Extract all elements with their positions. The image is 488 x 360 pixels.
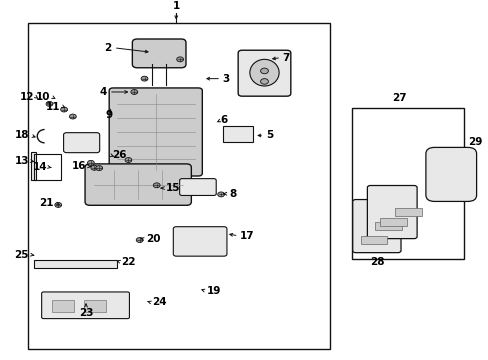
FancyBboxPatch shape xyxy=(41,292,129,319)
Bar xyxy=(84,300,106,312)
Circle shape xyxy=(61,107,67,112)
Text: 15: 15 xyxy=(165,183,180,193)
Circle shape xyxy=(131,90,138,94)
Text: 1: 1 xyxy=(172,1,180,11)
Text: 2: 2 xyxy=(104,43,112,53)
Circle shape xyxy=(176,57,183,62)
Circle shape xyxy=(125,158,132,162)
Bar xyxy=(379,218,406,226)
Bar xyxy=(394,208,421,216)
Text: 29: 29 xyxy=(467,138,481,148)
Text: 11: 11 xyxy=(45,102,60,112)
Circle shape xyxy=(260,78,268,84)
Text: 23: 23 xyxy=(79,309,93,319)
Circle shape xyxy=(91,165,98,170)
Text: 16: 16 xyxy=(71,161,86,171)
Circle shape xyxy=(55,202,61,207)
FancyBboxPatch shape xyxy=(109,88,202,176)
Circle shape xyxy=(87,161,94,165)
Bar xyxy=(374,222,401,230)
Text: 13: 13 xyxy=(15,156,29,166)
Text: 12: 12 xyxy=(20,92,34,102)
Text: 7: 7 xyxy=(282,53,289,63)
Text: 22: 22 xyxy=(122,257,136,267)
Circle shape xyxy=(153,183,160,188)
Text: 5: 5 xyxy=(266,130,273,140)
Text: 25: 25 xyxy=(15,250,29,260)
Text: 28: 28 xyxy=(369,257,384,267)
FancyBboxPatch shape xyxy=(132,39,185,68)
FancyBboxPatch shape xyxy=(352,199,400,253)
Circle shape xyxy=(217,192,224,197)
Text: 21: 21 xyxy=(39,198,53,208)
Bar xyxy=(34,154,61,180)
Bar xyxy=(34,260,117,268)
Text: 26: 26 xyxy=(112,150,126,160)
Circle shape xyxy=(141,76,148,81)
Ellipse shape xyxy=(249,59,279,86)
FancyBboxPatch shape xyxy=(425,147,476,202)
Text: 18: 18 xyxy=(15,130,29,140)
Text: 3: 3 xyxy=(222,74,229,84)
Circle shape xyxy=(96,166,102,171)
Text: 19: 19 xyxy=(206,286,221,296)
Bar xyxy=(27,23,329,349)
Bar xyxy=(222,126,252,142)
Bar xyxy=(31,152,36,180)
Text: 10: 10 xyxy=(36,92,50,102)
Text: 14: 14 xyxy=(32,162,47,172)
FancyBboxPatch shape xyxy=(63,133,100,153)
Circle shape xyxy=(136,238,143,243)
Text: 27: 27 xyxy=(391,93,406,103)
Circle shape xyxy=(46,102,53,106)
Circle shape xyxy=(69,114,76,119)
Text: 4: 4 xyxy=(100,87,107,97)
FancyBboxPatch shape xyxy=(173,227,226,256)
Text: 24: 24 xyxy=(152,297,166,307)
FancyBboxPatch shape xyxy=(238,50,290,96)
Text: 8: 8 xyxy=(228,189,236,199)
Bar xyxy=(52,300,74,312)
Bar xyxy=(360,236,386,243)
Bar xyxy=(351,108,463,259)
Text: 20: 20 xyxy=(146,234,160,244)
FancyBboxPatch shape xyxy=(179,179,216,195)
Text: 17: 17 xyxy=(239,231,254,241)
Text: 9: 9 xyxy=(105,110,112,120)
Text: 6: 6 xyxy=(220,115,227,125)
Circle shape xyxy=(260,68,268,74)
FancyBboxPatch shape xyxy=(85,164,191,205)
FancyBboxPatch shape xyxy=(366,185,416,239)
